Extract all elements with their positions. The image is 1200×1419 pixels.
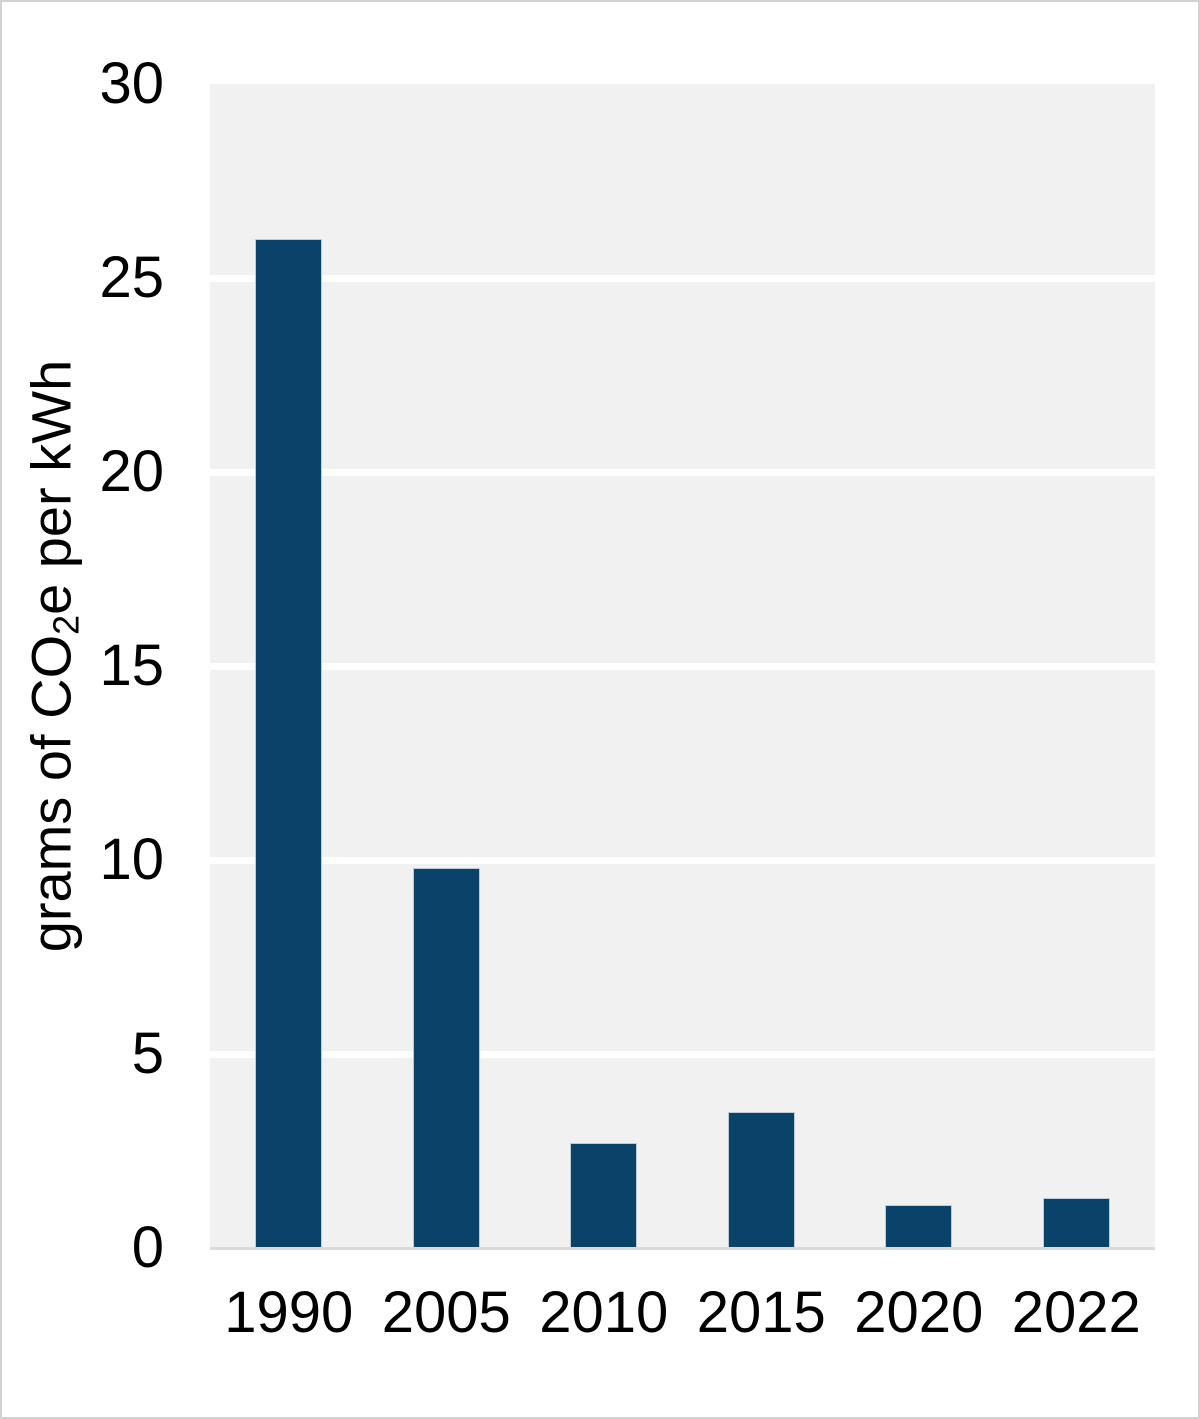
- bar-2010: [570, 1143, 638, 1248]
- bar-2020: [885, 1205, 953, 1248]
- y-tick-label-30: 30: [99, 51, 164, 116]
- x-tick-label-2005: 2005: [381, 1280, 511, 1345]
- y-tick-label-25: 25: [99, 245, 164, 310]
- bar-2015: [727, 1112, 795, 1248]
- bar-1990: [255, 239, 323, 1248]
- bar-2005: [412, 868, 480, 1248]
- y-tick-label-20: 20: [99, 439, 164, 504]
- y-tick-label-15: 15: [99, 633, 164, 698]
- x-tick-label-2010: 2010: [539, 1280, 669, 1345]
- x-tick-label-2020: 2020: [854, 1280, 984, 1345]
- y-tick-label-5: 5: [131, 1021, 164, 1086]
- bar-2022: [1042, 1198, 1110, 1248]
- gridline-20: [210, 468, 1155, 476]
- y-tick-label-0: 0: [131, 1215, 164, 1280]
- y-axis-title-subscript: 2: [46, 614, 87, 635]
- plot-area: [210, 84, 1155, 1250]
- gridline-10: [210, 856, 1155, 864]
- gridline-25: [210, 274, 1155, 282]
- gridline-5: [210, 1050, 1155, 1058]
- x-tick-label-1990: 1990: [224, 1280, 354, 1345]
- x-tick-label-2015: 2015: [696, 1280, 826, 1345]
- x-axis-line: [210, 1247, 1155, 1250]
- y-tick-label-10: 10: [99, 827, 164, 892]
- x-tick-label-2022: 2022: [1011, 1280, 1141, 1345]
- gridline-15: [210, 662, 1155, 670]
